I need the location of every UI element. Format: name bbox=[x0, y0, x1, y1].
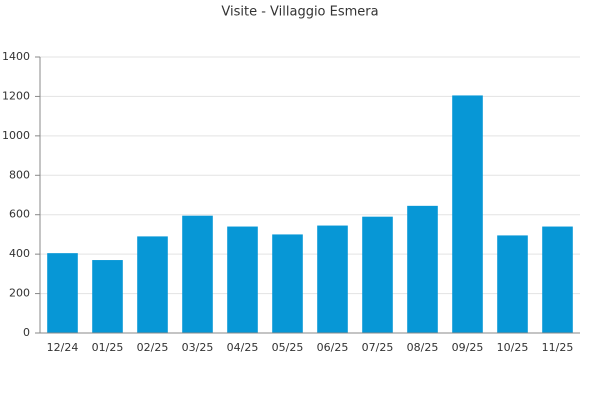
x-tick-label: 02/25 bbox=[137, 341, 169, 354]
y-tick-label: 600 bbox=[9, 208, 30, 221]
y-tick-label: 1200 bbox=[2, 89, 30, 102]
bar bbox=[407, 205, 438, 333]
bar bbox=[272, 234, 303, 333]
bar bbox=[92, 260, 123, 333]
bar bbox=[317, 225, 348, 333]
x-tick-label: 08/25 bbox=[407, 341, 439, 354]
x-tick-label: 09/25 bbox=[452, 341, 484, 354]
x-tick-label: 11/25 bbox=[542, 341, 574, 354]
bar bbox=[182, 215, 213, 333]
y-tick-label: 400 bbox=[9, 247, 30, 260]
y-tick-label: 0 bbox=[23, 326, 30, 339]
bar bbox=[497, 235, 528, 333]
bar bbox=[47, 253, 78, 333]
y-tick-label: 200 bbox=[9, 287, 30, 300]
x-tick-label: 04/25 bbox=[227, 341, 259, 354]
bar bbox=[137, 236, 168, 333]
x-tick-label: 01/25 bbox=[92, 341, 124, 354]
y-tick-label: 1400 bbox=[2, 50, 30, 63]
bar bbox=[362, 216, 393, 333]
bar bbox=[452, 95, 483, 333]
y-tick-label: 1000 bbox=[2, 129, 30, 142]
bar bbox=[227, 226, 258, 333]
chart-title: Visite - Villaggio Esmera bbox=[221, 5, 378, 20]
x-tick-label: 07/25 bbox=[362, 341, 394, 354]
x-tick-label: 12/24 bbox=[47, 341, 79, 354]
x-tick-label: 03/25 bbox=[182, 341, 214, 354]
x-tick-label: 06/25 bbox=[317, 341, 349, 354]
y-tick-label: 800 bbox=[9, 168, 30, 181]
bar bbox=[542, 226, 573, 333]
x-tick-label: 10/25 bbox=[497, 341, 529, 354]
x-tick-label: 05/25 bbox=[272, 341, 304, 354]
